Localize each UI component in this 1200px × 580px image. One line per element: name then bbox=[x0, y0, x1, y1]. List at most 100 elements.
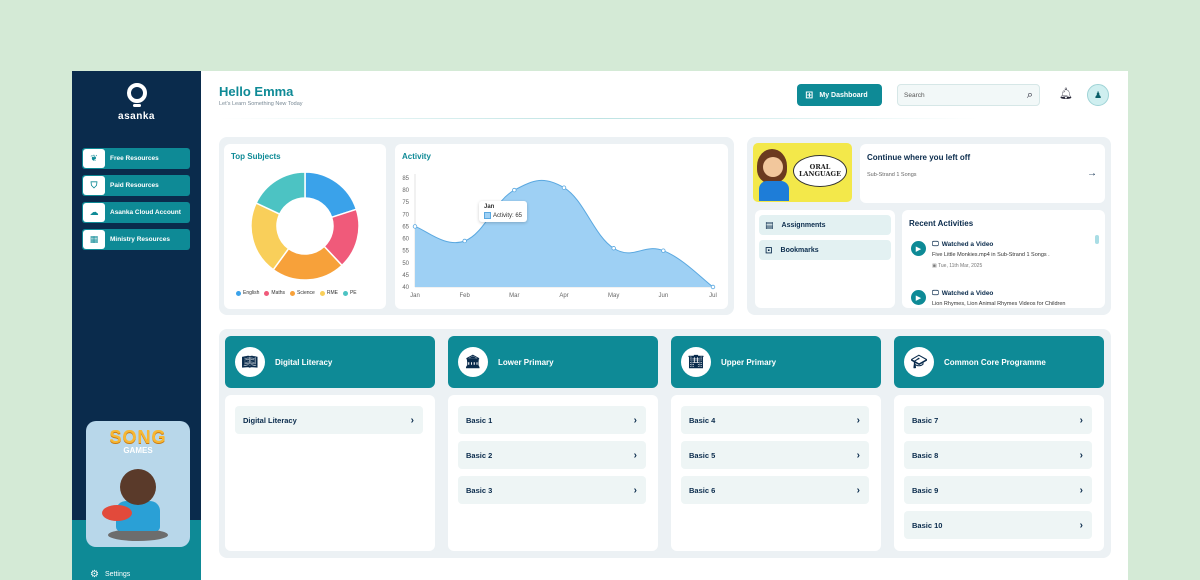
chevron-right-icon: › bbox=[410, 414, 414, 426]
sidebar-item-cloud-account[interactable]: ☁ Asanka Cloud Account bbox=[82, 202, 190, 223]
x-tick-label: Jun bbox=[658, 293, 668, 299]
grade-item-basic-4[interactable]: Basic 4 › bbox=[681, 406, 869, 434]
search-placeholder: Search bbox=[904, 91, 925, 99]
grade-item-basic-9[interactable]: Basic 9 › bbox=[904, 476, 1092, 504]
x-tick-label: Mar bbox=[509, 293, 519, 299]
promo-subtitle: GAMES bbox=[123, 446, 153, 455]
continue-subtitle: Sub-Strand 1 Songs bbox=[867, 172, 917, 178]
sidebar: asanka ❦ Free Resources ⛉ Paid Resources… bbox=[72, 71, 201, 580]
song-games-promo[interactable]: SONG GAMES bbox=[86, 421, 190, 547]
tooltip-label: Activity: 65 bbox=[493, 213, 523, 220]
speech-bubble: ORAL LANGUAGE bbox=[793, 155, 847, 187]
y-tick-label: 60 bbox=[402, 237, 409, 243]
activity-item[interactable]: ▶ 🖵︎ Watched a Video Five Little Monkies.… bbox=[911, 241, 1050, 269]
legend-item: RME bbox=[319, 290, 338, 296]
promo-stand bbox=[108, 529, 168, 541]
assignments-link[interactable]: ▤ Assignments bbox=[759, 215, 891, 235]
grade-item-basic-5[interactable]: Basic 5 › bbox=[681, 441, 869, 469]
level-common-core-header[interactable]: 🎓︎ Common Core Programme bbox=[894, 336, 1104, 388]
my-dashboard-button[interactable]: ⊞ My Dashboard bbox=[797, 84, 882, 106]
x-tick-label: Apr bbox=[559, 293, 568, 299]
activity-point-jun[interactable] bbox=[661, 248, 666, 253]
arrow-right-icon[interactable]: → bbox=[1087, 168, 1097, 179]
oral-language-thumbnail: ORAL LANGUAGE bbox=[753, 143, 852, 202]
bag-icon: ⛉ bbox=[83, 176, 105, 195]
grade-item-basic-8[interactable]: Basic 8 › bbox=[904, 441, 1092, 469]
sidebar-item-free-resources[interactable]: ❦ Free Resources bbox=[82, 148, 190, 169]
x-tick-label: Jul bbox=[709, 293, 717, 299]
continue-card[interactable]: Continue where you left off Sub-Strand 1… bbox=[860, 144, 1105, 203]
play-icon: ▶ bbox=[911, 290, 926, 305]
grade-item-basic-10[interactable]: Basic 10 › bbox=[904, 511, 1092, 539]
settings-link[interactable]: ⚙ Settings bbox=[90, 569, 130, 580]
activity-point-jul[interactable] bbox=[710, 284, 716, 290]
calendar-icon: ▣ bbox=[932, 263, 939, 269]
settings-label: Settings bbox=[104, 571, 131, 578]
activity-item-title-text: Watched a Video bbox=[941, 290, 994, 297]
activity-point-feb[interactable] bbox=[462, 238, 467, 244]
legend-item: Science bbox=[290, 290, 315, 296]
promo-kid-head bbox=[120, 469, 156, 505]
search-input[interactable]: Search ⌕ bbox=[897, 84, 1040, 106]
grade-item-basic-7[interactable]: Basic 7 › bbox=[904, 406, 1092, 434]
book-icon: 📖︎ bbox=[235, 347, 265, 377]
legend-swatch bbox=[264, 290, 270, 296]
activity-item-desc: Lion Rhymes, Lion Animal Rhymes Videos f… bbox=[932, 301, 1066, 307]
grade-label: Basic 10 bbox=[912, 520, 943, 530]
sidebar-item-paid-resources[interactable]: ⛉ Paid Resources bbox=[82, 175, 190, 196]
grade-item-basic-6[interactable]: Basic 6 › bbox=[681, 476, 869, 504]
learning-panel: ORAL LANGUAGE Continue where you left of… bbox=[747, 137, 1111, 315]
y-tick-label: 45 bbox=[402, 273, 409, 279]
monitor-icon: 🖵︎ bbox=[932, 241, 939, 248]
chevron-right-icon: › bbox=[1079, 414, 1083, 426]
level-upper-primary-header[interactable]: 🏢︎ Upper Primary bbox=[671, 336, 881, 388]
grade-item-basic-2[interactable]: Basic 2 › bbox=[458, 441, 646, 469]
top-subjects-card: Top Subjects English Maths Science RME P… bbox=[224, 144, 386, 309]
legend-swatch bbox=[342, 290, 348, 296]
oral-language-card[interactable]: ORAL LANGUAGE bbox=[747, 137, 856, 208]
activity-point-may[interactable] bbox=[611, 246, 616, 251]
guitar-icon bbox=[102, 505, 132, 521]
tooltip-swatch bbox=[484, 212, 491, 219]
chevron-right-icon: › bbox=[1079, 449, 1083, 461]
logo[interactable]: asanka bbox=[72, 83, 201, 122]
chart-tooltip: Jan Activity: 65 bbox=[479, 201, 528, 223]
activity-item-title: 🖵︎ Watched a Video bbox=[932, 241, 1050, 249]
activity-point-apr[interactable] bbox=[561, 185, 567, 190]
chevron-right-icon: › bbox=[856, 414, 860, 426]
legend-item: PE bbox=[342, 290, 357, 296]
activity-item-date-text: Tue, 11th Mar, 2025 bbox=[938, 263, 983, 269]
grade-item-digital-literacy[interactable]: Digital Literacy › bbox=[235, 406, 423, 434]
grade-item-basic-3[interactable]: Basic 3 › bbox=[458, 476, 646, 504]
legend-label: English bbox=[243, 290, 260, 296]
header-divider bbox=[219, 118, 979, 119]
bell-icon[interactable]: 🔔︎ bbox=[1059, 88, 1073, 100]
legend-swatch bbox=[319, 290, 325, 296]
level-digital-literacy-list: Digital Literacy › bbox=[225, 395, 435, 551]
activity-point-mar[interactable] bbox=[512, 187, 517, 193]
page-subtitle: Let's Learn Something New Today bbox=[219, 101, 303, 107]
avatar[interactable]: ♟ bbox=[1087, 84, 1109, 106]
y-tick-label: 50 bbox=[402, 261, 409, 267]
logo-text: asanka bbox=[118, 111, 155, 122]
activity-point-jan[interactable] bbox=[412, 224, 418, 229]
activity-item[interactable]: ▶ 🖵︎ Watched a Video Lion Rhymes, Lion An… bbox=[911, 290, 1066, 307]
sidebar-nav: ❦ Free Resources ⛉ Paid Resources ☁ Asan… bbox=[82, 148, 190, 256]
grade-item-basic-1[interactable]: Basic 1 › bbox=[458, 406, 646, 434]
grade-label: Basic 9 bbox=[912, 485, 939, 495]
activity-item-content: 🖵︎ Watched a Video Five Little Monkies.mp… bbox=[932, 241, 1050, 269]
donut-slice-english[interactable] bbox=[304, 171, 358, 219]
scrollbar-thumb[interactable] bbox=[1095, 235, 1099, 244]
sidebar-item-ministry-resources[interactable]: ▦ Ministry Resources bbox=[82, 229, 190, 250]
level-lower-primary-header[interactable]: 🏛︎ Lower Primary bbox=[448, 336, 658, 388]
recent-activities-title: Recent Activities bbox=[909, 219, 974, 228]
chevron-right-icon: › bbox=[856, 449, 860, 461]
level-upper-primary-list: Basic 4 › Basic 5 › Basic 6 › bbox=[671, 395, 881, 551]
grade-label: Basic 7 bbox=[912, 415, 939, 425]
sidebar-item-label: Ministry Resources bbox=[110, 236, 170, 243]
level-digital-literacy-header[interactable]: 📖︎ Digital Literacy bbox=[225, 336, 435, 388]
y-tick-label: 80 bbox=[402, 188, 409, 194]
donut-slice-pe[interactable] bbox=[255, 171, 306, 216]
activity-item-desc: Five Little Monkies.mp4 in Sub-Strand 1 … bbox=[932, 252, 1050, 258]
bookmarks-link[interactable]: ⊡ Bookmarks bbox=[759, 240, 891, 260]
